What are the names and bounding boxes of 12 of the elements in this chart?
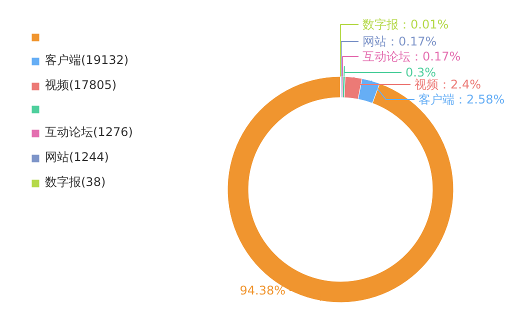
data-label: 0.3%: [406, 66, 436, 80]
legend-label: 网站(1244): [45, 149, 109, 166]
legend-label: 视频(17805): [45, 77, 117, 94]
data-label: 客户端：2.58%: [418, 92, 505, 106]
legend-label: 数字报(38): [45, 174, 106, 191]
data-label: 94.38%: [240, 284, 286, 298]
legend-label: 客户端(19132): [45, 52, 129, 69]
data-label: 网站：0.17%: [362, 34, 437, 48]
data-label: 视频：2.4%: [414, 78, 481, 92]
data-label: 数字报：0.01%: [362, 18, 449, 32]
legend-label: 互动论坛(1276): [45, 124, 133, 141]
data-label: 互动论坛：0.17%: [362, 50, 461, 64]
